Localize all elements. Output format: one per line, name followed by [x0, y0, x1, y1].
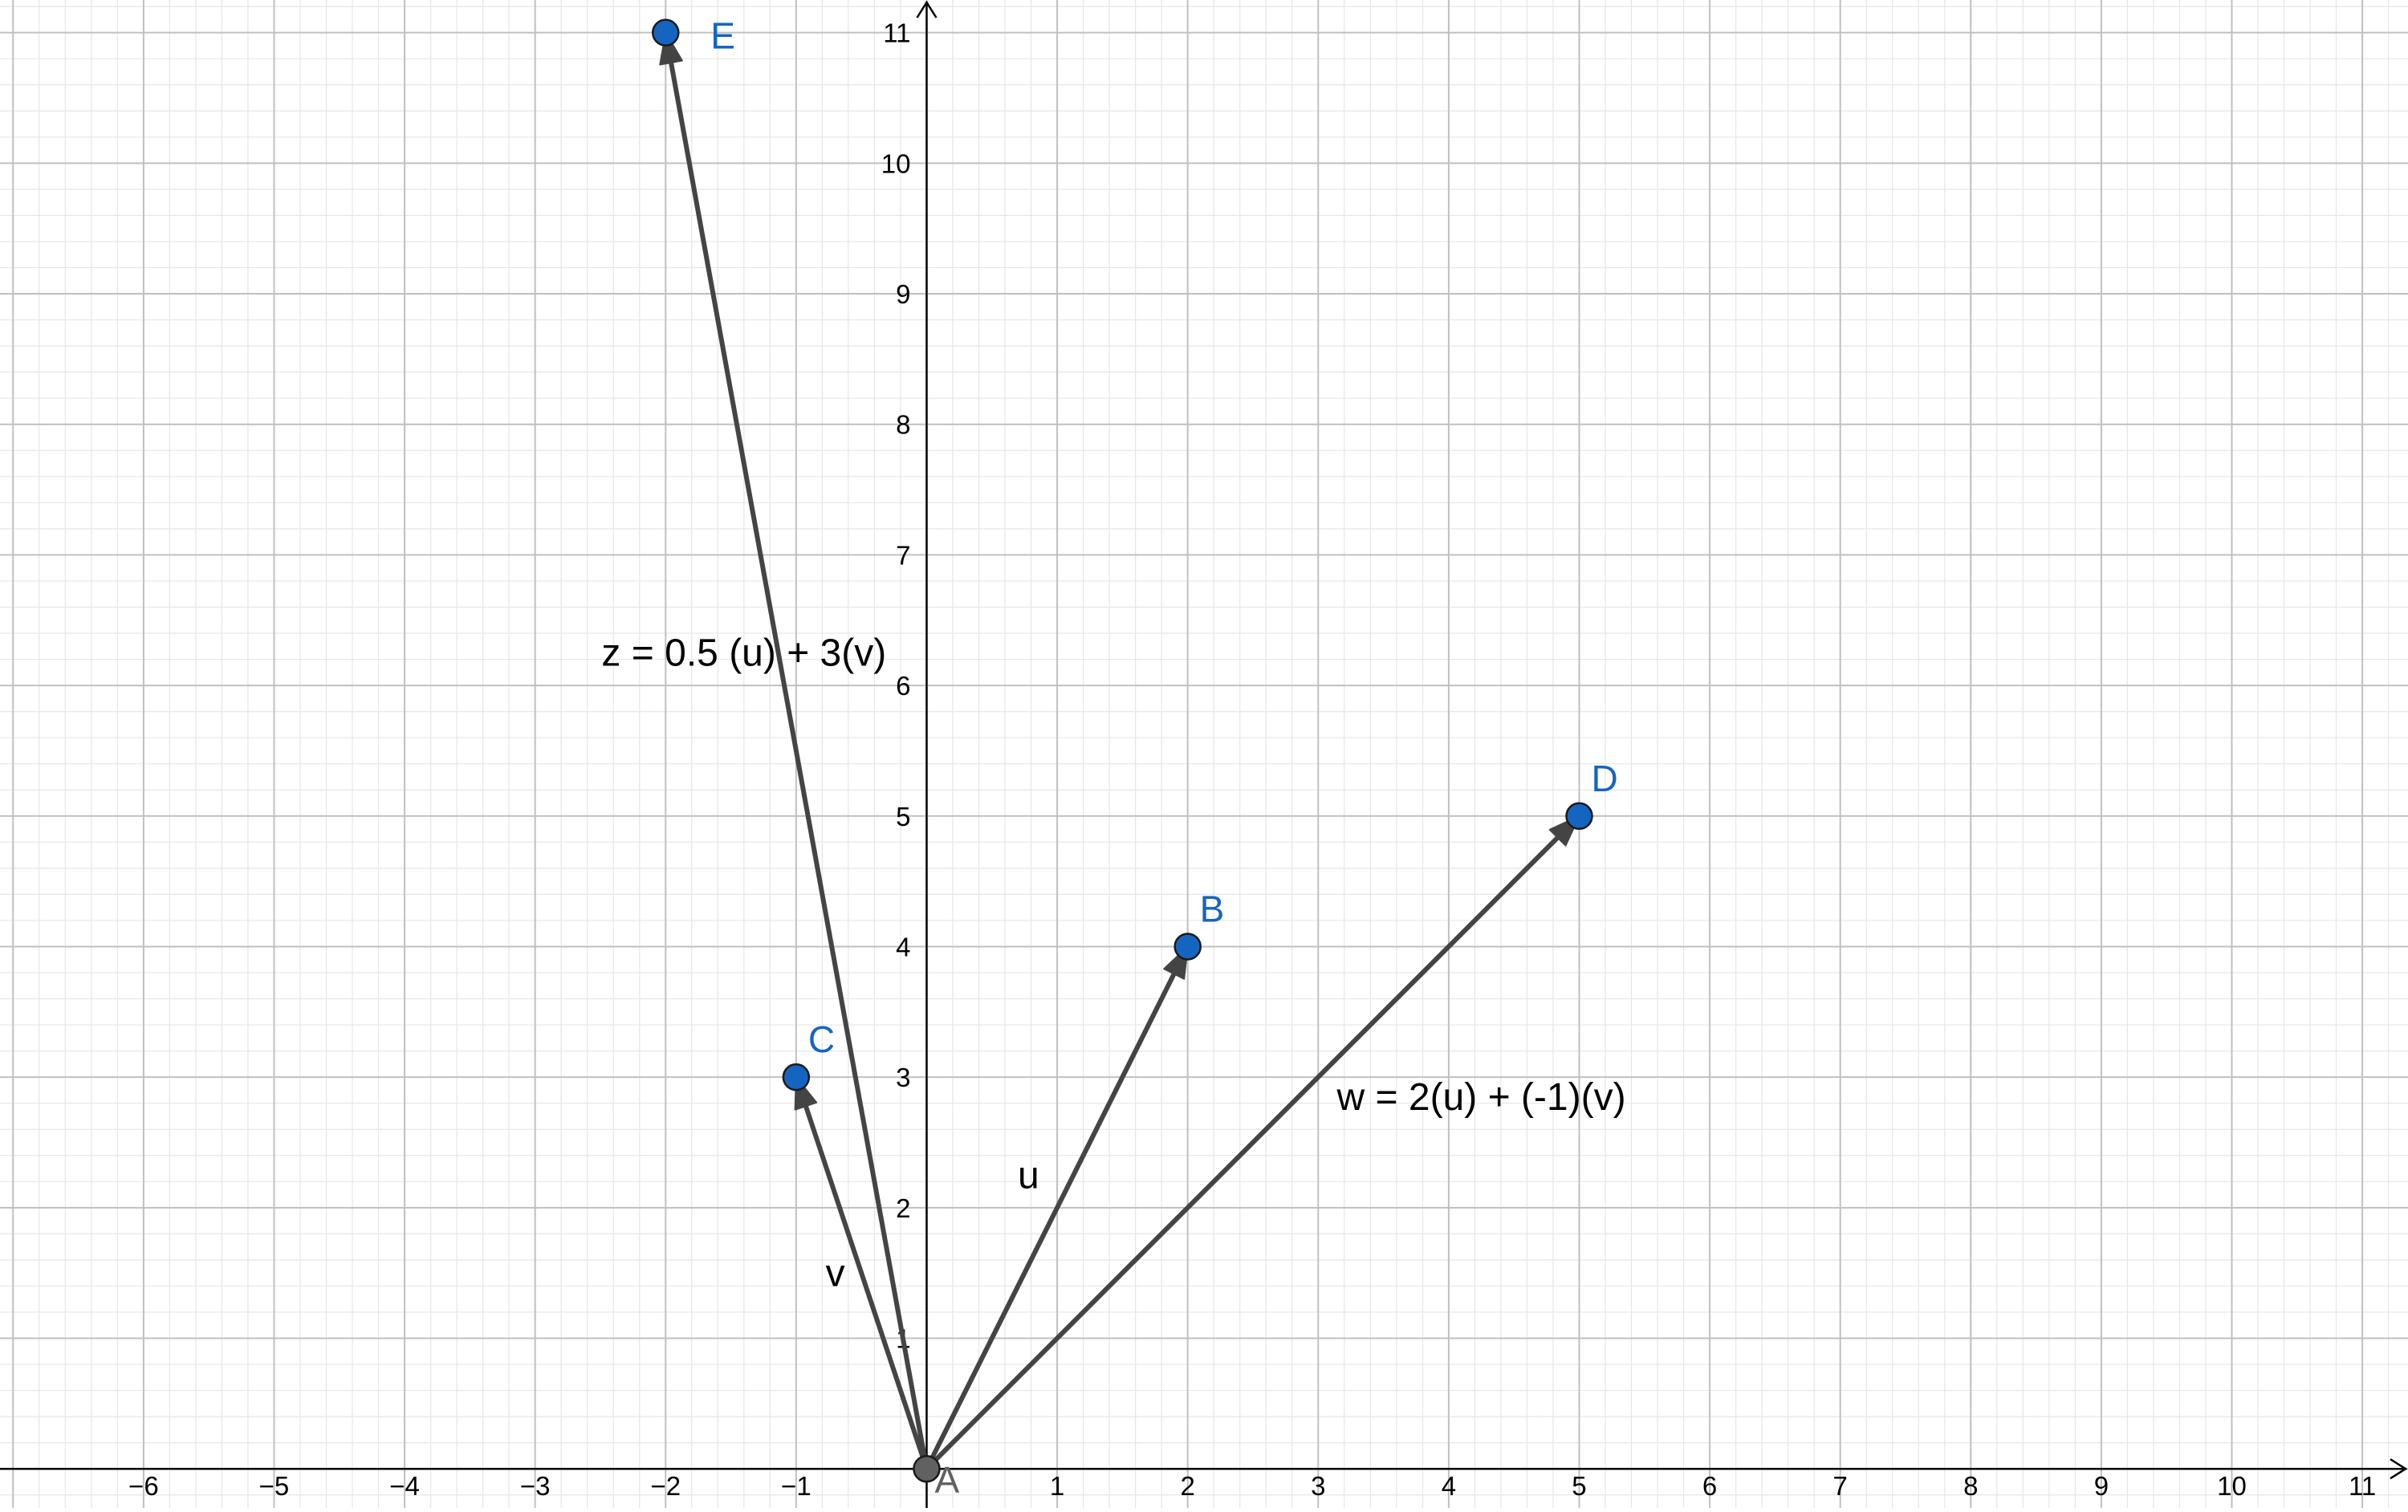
x-tick-label: 11: [2349, 1471, 2376, 1501]
y-tick-label: 4: [896, 932, 910, 961]
point-C[interactable]: C: [782, 1018, 835, 1091]
x-tick-label: 8: [1963, 1471, 1978, 1501]
x-tick-label: −3: [520, 1471, 551, 1501]
vector-u-shaft[interactable]: [924, 971, 1177, 1472]
vector-w-shaft[interactable]: [924, 835, 1560, 1472]
y-tick-label: 10: [881, 148, 911, 178]
point-A-marker[interactable]: [913, 1454, 941, 1483]
vector-labels: u v w = 2(u) + (-1)(v) z = 0.5 (u) + 3(v): [601, 632, 1625, 1295]
x-tick-label: 9: [2094, 1471, 2109, 1501]
y-tick-label: 3: [896, 1063, 910, 1092]
vector-w-label: w = 2(u) + (-1)(v): [1336, 1076, 1626, 1119]
y-tick-label: 9: [896, 279, 910, 309]
x-tick-label: 7: [1833, 1471, 1848, 1501]
x-tick-label: 5: [1572, 1471, 1586, 1501]
point-D-marker[interactable]: [1565, 802, 1593, 831]
point-A[interactable]: A: [913, 1454, 959, 1501]
y-tick-label: 8: [896, 410, 910, 440]
x-tick-label: −6: [128, 1471, 159, 1501]
x-tick-label: −5: [259, 1471, 290, 1501]
vector-z-label: z = 0.5 (u) + 3(v): [601, 632, 886, 675]
y-tick-label: 6: [896, 671, 910, 701]
y-tick-label: 11: [883, 18, 910, 48]
point-E-marker[interactable]: [652, 18, 680, 47]
x-tick-label: 6: [1702, 1471, 1717, 1501]
y-axis-arrow-icon: [916, 0, 938, 18]
vector-u-label: u: [1018, 1154, 1039, 1197]
y-tick-label: 5: [896, 802, 910, 831]
x-tick-label: −1: [781, 1471, 811, 1501]
point-D[interactable]: D: [1565, 758, 1618, 831]
x-tick-label: −2: [650, 1471, 681, 1501]
point-B[interactable]: B: [1173, 888, 1225, 961]
vector-v-shaft[interactable]: [803, 1104, 929, 1472]
x-axis-arrow-icon: [2390, 1458, 2408, 1480]
point-D-label: D: [1591, 758, 1617, 799]
vector-v-label: v: [826, 1252, 845, 1295]
x-axis-tick-labels: −6 −5 −4 −3 −2 −1 1 2 3 4 5 6 7 8 9 10 11: [128, 1471, 2376, 1501]
point-B-marker[interactable]: [1173, 933, 1202, 961]
point-C-marker[interactable]: [782, 1063, 811, 1091]
x-tick-label: 2: [1180, 1471, 1194, 1501]
vector-z-shaft[interactable]: [669, 60, 929, 1472]
point-E-label: E: [710, 15, 735, 57]
point-B-label: B: [1200, 888, 1225, 929]
point-E[interactable]: E: [652, 15, 735, 57]
points[interactable]: A B C D E: [652, 15, 1618, 1502]
point-A-label: A: [934, 1459, 959, 1501]
x-tick-label: 1: [1050, 1471, 1064, 1501]
x-tick-label: 3: [1311, 1471, 1325, 1501]
x-tick-label: 4: [1442, 1471, 1456, 1501]
y-tick-label: 2: [896, 1193, 910, 1223]
point-C-label: C: [808, 1018, 835, 1060]
x-tick-label: −4: [389, 1471, 420, 1501]
y-tick-label: 7: [896, 540, 910, 570]
x-tick-label: 10: [2217, 1471, 2247, 1501]
